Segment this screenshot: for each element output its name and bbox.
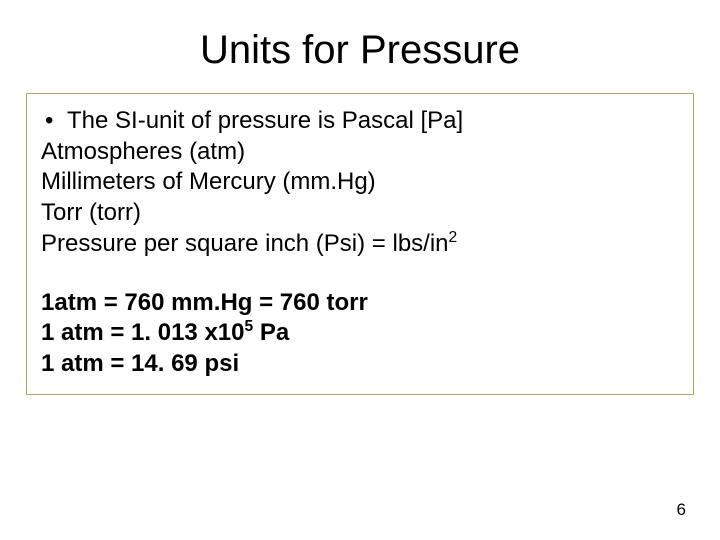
- line-4: Torr (torr): [41, 198, 679, 229]
- conversion-2-post: Pa: [253, 319, 289, 346]
- line-2: Atmospheres (atm): [41, 137, 679, 168]
- line-3: Millimeters of Mercury (mm.Hg): [41, 167, 679, 198]
- slide-container: Units for Pressure • The SI-unit of pres…: [0, 0, 720, 540]
- conversion-3: 1 atm = 14. 69 psi: [41, 349, 679, 380]
- spacer: [41, 260, 679, 288]
- conversion-2-pre: 1 atm = 1. 013 x10: [41, 319, 244, 346]
- line-5-pre: Pressure per square inch (Psi) = lbs/in: [41, 230, 449, 257]
- conversion-2-sup: 5: [244, 318, 253, 335]
- conversion-1: 1atm = 760 mm.Hg = 760 torr: [41, 288, 679, 319]
- bullet-icon: •: [41, 106, 67, 137]
- bullet-line-1: • The SI-unit of pressure is Pascal [Pa]: [41, 106, 679, 137]
- line-5: Pressure per square inch (Psi) = lbs/in2: [41, 229, 679, 260]
- line-5-sup: 2: [449, 229, 458, 246]
- page-number: 6: [677, 500, 686, 520]
- line-text: The SI-unit of pressure is Pascal [Pa]: [67, 106, 463, 137]
- slide-title: Units for Pressure: [0, 0, 720, 93]
- content-box: • The SI-unit of pressure is Pascal [Pa]…: [26, 93, 694, 395]
- conversion-2: 1 atm = 1. 013 x105 Pa: [41, 318, 679, 349]
